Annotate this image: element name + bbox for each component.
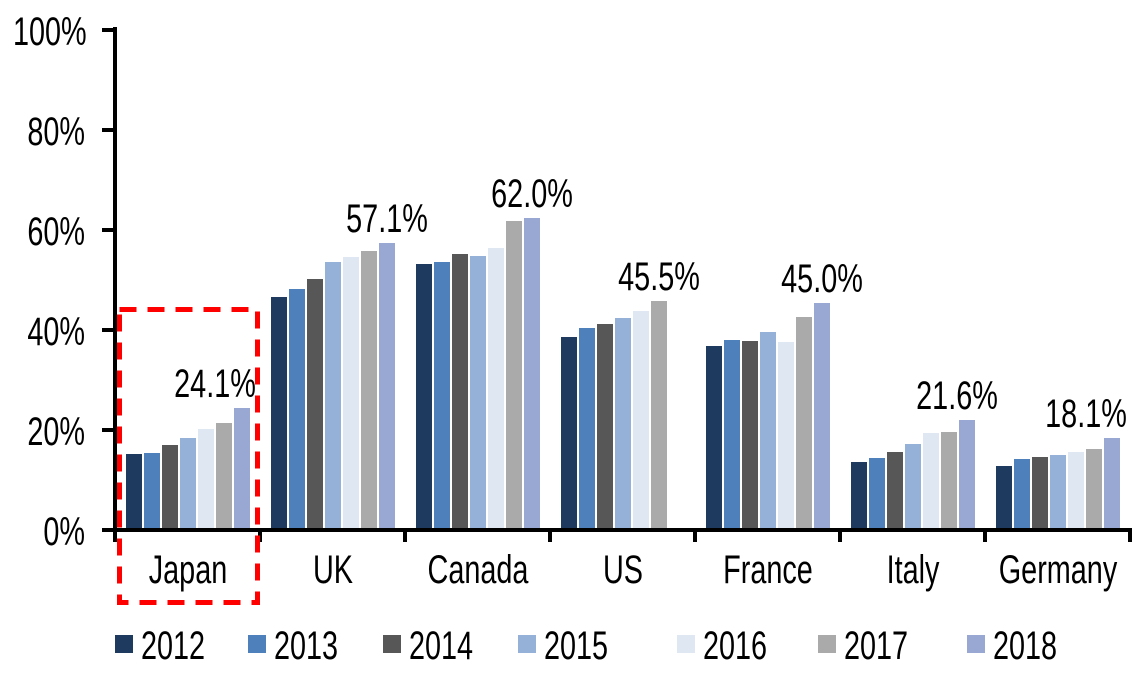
bar-canada-2015: [469, 255, 486, 528]
bar-italy-2014: [886, 452, 903, 528]
bar-italy-2018: [958, 420, 975, 528]
x-tick: [548, 528, 552, 542]
y-tick: [102, 328, 114, 332]
x-tick: [693, 528, 697, 542]
bar-canada-2018: [523, 218, 540, 528]
bar-france-2017: [795, 317, 812, 528]
x-tick: [838, 528, 842, 542]
x-axis-line: [113, 528, 1132, 532]
legend-label-2018: 2018: [993, 624, 1058, 668]
bar-france-2012: [705, 345, 722, 528]
data-label-canada: 62.0%: [490, 172, 573, 216]
y-axis-tick-label: 0%: [43, 510, 85, 554]
bar-japan-2018: [233, 407, 250, 528]
bar-uk-2013: [288, 289, 305, 528]
bar-italy-2012: [850, 462, 867, 528]
bar-france-2016: [777, 341, 794, 528]
y-tick: [102, 228, 114, 232]
y-tick: [102, 28, 114, 32]
category-label-france: France: [722, 548, 813, 592]
bar-us-2016: [632, 310, 649, 528]
bar-germany-2017: [1085, 448, 1102, 528]
data-label-france: 45.0%: [780, 257, 863, 301]
x-tick: [983, 528, 987, 542]
bar-us-2015: [614, 318, 631, 528]
legend-label-2016: 2016: [703, 624, 768, 668]
y-tick: [102, 528, 114, 532]
bar-italy-2013: [868, 458, 885, 528]
x-tick: [403, 528, 407, 542]
bar-italy-2015: [904, 444, 921, 528]
data-label-italy: 21.6%: [915, 374, 998, 418]
legend-label-2014: 2014: [409, 624, 474, 668]
data-label-germany: 18.1%: [1044, 391, 1127, 436]
y-tick: [102, 128, 114, 132]
bar-italy-2016: [922, 433, 939, 528]
bar-france-2013: [723, 340, 740, 528]
legend-label-2012: 2012: [141, 624, 206, 668]
bar-us-2014: [596, 324, 613, 528]
x-tick: [258, 528, 262, 542]
bar-france-2018: [813, 303, 830, 528]
category-label-uk: UK: [312, 548, 353, 592]
data-label-uk: 57.1%: [345, 196, 428, 241]
bar-canada-2013: [433, 261, 450, 528]
y-axis-tick-label: 80%: [27, 110, 85, 154]
legend-swatch-2014: [383, 635, 401, 653]
bar-japan-2017: [215, 422, 232, 528]
bar-uk-2017: [360, 250, 377, 528]
bar-canada-2016: [487, 248, 504, 528]
legend-swatch-2013: [248, 635, 266, 653]
bar-uk-2012: [270, 296, 287, 528]
data-label-japan: 24.1%: [173, 361, 256, 406]
legend-swatch-2012: [115, 635, 133, 653]
legend-swatch-2015: [518, 635, 536, 653]
bar-france-2014: [741, 340, 758, 528]
y-axis-tick-label: 40%: [27, 310, 85, 354]
legend-label-2013: 2013: [274, 624, 339, 668]
bar-japan-2013: [143, 453, 160, 528]
legend-swatch-2016: [677, 635, 695, 653]
bar-germany-2015: [1049, 454, 1066, 528]
bar-italy-2017: [940, 431, 957, 528]
bar-canada-2014: [451, 254, 468, 528]
data-label-us: 45.5%: [617, 254, 700, 299]
bar-japan-2014: [161, 445, 178, 528]
bar-germany-2016: [1067, 452, 1084, 528]
category-label-canada: Canada: [427, 548, 528, 592]
bar-germany-2012: [995, 466, 1012, 528]
bar-canada-2012: [415, 263, 432, 528]
category-label-italy: Italy: [886, 548, 939, 592]
bar-germany-2013: [1013, 458, 1030, 528]
bar-germany-2014: [1031, 457, 1048, 528]
y-tick: [102, 428, 114, 432]
bar-canada-2017: [505, 220, 522, 528]
x-tick: [113, 528, 117, 542]
legend-swatch-2018: [967, 635, 985, 653]
bar-germany-2018: [1103, 437, 1120, 528]
bar-japan-2016: [197, 428, 214, 528]
bar-uk-2015: [324, 261, 341, 528]
bar-uk-2016: [342, 256, 359, 528]
legend-label-2015: 2015: [544, 624, 609, 668]
y-axis-tick-label: 100%: [13, 10, 87, 54]
y-axis-tick-label: 60%: [27, 210, 85, 254]
bar-us-2013: [578, 328, 595, 528]
category-label-us: US: [602, 548, 643, 592]
bar-japan-2012: [125, 454, 142, 528]
bar-us-2017: [650, 300, 667, 528]
bar-france-2015: [759, 332, 776, 528]
x-tick: [1128, 528, 1132, 542]
y-axis-line: [113, 27, 117, 532]
bar-uk-2018: [378, 242, 395, 528]
bar-us-2012: [560, 337, 577, 528]
bar-uk-2014: [306, 279, 323, 528]
legend-swatch-2017: [818, 635, 836, 653]
y-axis-tick-label: 20%: [27, 410, 85, 454]
legend-label-2017: 2017: [844, 624, 909, 668]
bar-japan-2015: [179, 438, 196, 528]
category-label-germany: Germany: [998, 548, 1117, 592]
category-label-japan: Japan: [148, 548, 227, 592]
